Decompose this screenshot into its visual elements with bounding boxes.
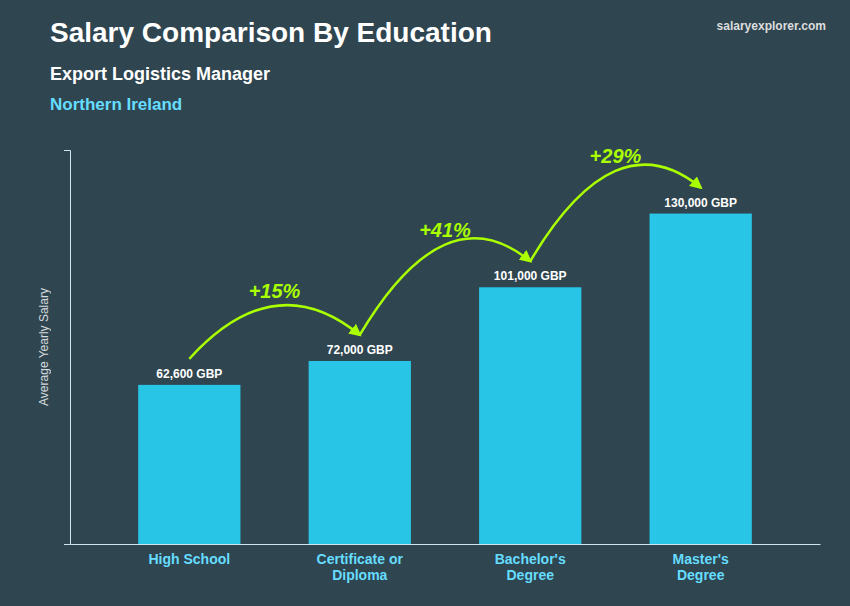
y-axis-line — [64, 151, 71, 545]
bar — [309, 361, 411, 544]
x-tick-label: Certificate orDiploma — [317, 551, 404, 583]
source: salaryexplorer.com — [717, 19, 826, 33]
annotation: +15% — [249, 280, 301, 302]
title: Salary Comparison By Education — [50, 17, 492, 48]
x-tick-label-line: Degree — [677, 567, 725, 583]
x-tick-label: Bachelor'sDegree — [495, 551, 566, 583]
chart: Salary Comparison By Education Export Log… — [0, 0, 850, 606]
bar — [138, 385, 240, 544]
plot: High School Certificate orDiploma Bachelor… — [37, 145, 821, 583]
bar — [650, 214, 752, 544]
change-arrow — [189, 305, 359, 359]
subtitle: Export Logistics Manager — [50, 64, 270, 84]
annotations: +15% +41% +29% — [249, 145, 642, 302]
change-arrow — [530, 165, 700, 262]
annotation: +29% — [590, 145, 642, 167]
y-axis — [64, 151, 71, 545]
x-axis: High School Certificate orDiploma Bachelor… — [71, 545, 821, 584]
x-tick-label-line: Diploma — [332, 567, 387, 583]
x-tick-label-line: Degree — [506, 567, 554, 583]
value-label: 72,000 GBP — [327, 343, 393, 357]
annotation: +41% — [419, 219, 471, 241]
x-tick: High School — [148, 551, 230, 567]
x-tick: Certificate orDiploma — [317, 551, 404, 583]
x-tick-label-line: Bachelor's — [495, 551, 566, 567]
x-tick-label-line: Certificate or — [317, 551, 404, 567]
value-label: 130,000 GBP — [664, 196, 737, 210]
x-axis-line — [71, 544, 821, 545]
x-tick-label: High School — [148, 551, 230, 567]
value-label: 101,000 GBP — [494, 269, 567, 283]
x-tick-label-line: Master's — [673, 551, 729, 567]
location: Northern Ireland — [50, 95, 182, 114]
y-axis-title: Average Yearly Salary — [37, 288, 51, 406]
x-tick-label-line: High School — [148, 551, 230, 567]
bars — [138, 214, 752, 544]
change-arrow — [360, 238, 530, 335]
value-label: 62,600 GBP — [156, 367, 222, 381]
x-tick: Bachelor'sDegree — [495, 551, 566, 583]
x-tick: Master'sDegree — [673, 551, 729, 583]
bar — [479, 287, 581, 544]
background — [0, 0, 850, 606]
change-arrows — [189, 165, 700, 359]
x-tick-label: Master'sDegree — [673, 551, 729, 583]
value-labels: 62,600 GBP 72,000 GBP 101,000 GBP 130,000 G… — [156, 196, 737, 381]
